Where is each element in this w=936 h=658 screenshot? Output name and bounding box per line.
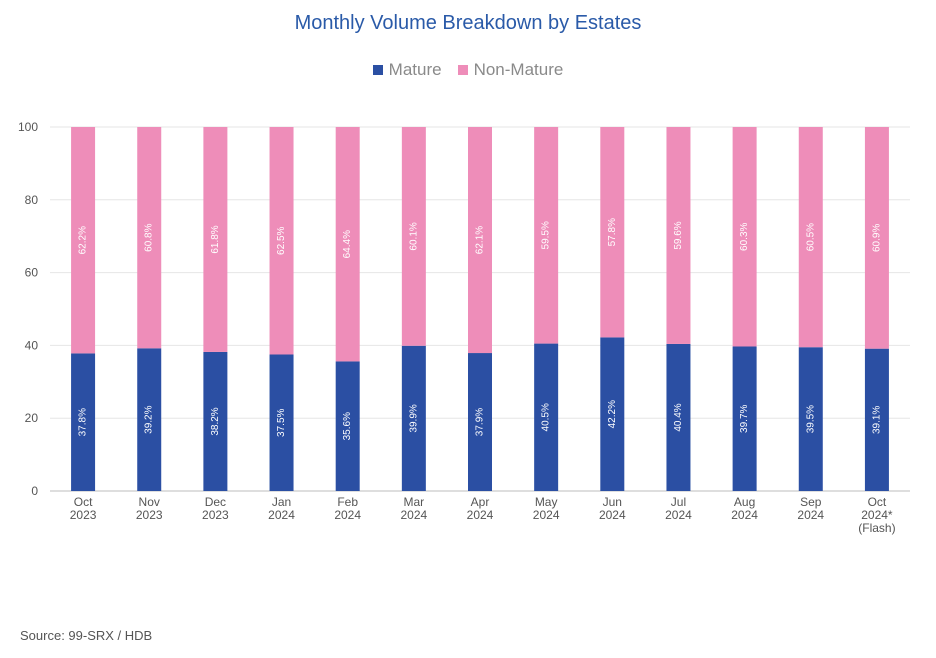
data-label: 39.7% <box>739 404 750 432</box>
bar-mature <box>269 354 294 491</box>
x-tick-label: 2024* <box>861 508 893 522</box>
data-label: 39.1% <box>871 406 882 434</box>
data-label: 60.5% <box>805 223 816 251</box>
data-label: 62.2% <box>78 226 89 254</box>
bar-non-mature <box>203 127 228 352</box>
data-label: 40.4% <box>673 403 684 431</box>
x-tick-label: Apr <box>471 495 490 509</box>
bar-non-mature <box>468 127 492 354</box>
data-label: 39.9% <box>408 404 419 432</box>
bar-non-mature <box>798 127 823 348</box>
data-label: 60.3% <box>739 222 750 250</box>
data-label: 59.5% <box>541 221 552 249</box>
x-tick-label: 2024 <box>599 508 626 522</box>
data-label: 60.8% <box>144 223 155 251</box>
y-tick-label: 60 <box>25 266 39 280</box>
bar-mature <box>71 353 96 491</box>
x-tick-label: 2023 <box>202 508 229 522</box>
bar-non-mature <box>269 127 294 355</box>
x-tick-label: 2024 <box>797 508 824 522</box>
stacked-bar-chart: 02040608010037.8%62.2%Oct202339.2%60.8%N… <box>18 120 910 535</box>
legend-swatch-non-mature <box>457 65 468 75</box>
x-tick-label: 2024 <box>268 508 295 522</box>
bar-non-mature <box>137 127 162 349</box>
x-tick-label: 2024 <box>731 508 758 522</box>
data-label: 62.5% <box>276 226 287 254</box>
x-tick-label: 2024 <box>665 508 692 522</box>
source-note: Source: 99-SRX / HDB <box>20 628 153 643</box>
bar-non-mature <box>71 127 96 354</box>
x-tick-label: Feb <box>337 495 358 509</box>
data-label: 42.2% <box>607 400 618 428</box>
x-tick-label: Jun <box>603 495 622 509</box>
bar-mature <box>335 361 360 491</box>
bar-non-mature <box>864 127 889 349</box>
bar-mature <box>864 348 889 491</box>
x-tick-label: Dec <box>205 495 226 509</box>
y-tick-label: 20 <box>25 411 39 425</box>
bar-mature <box>468 353 492 491</box>
data-label: 61.8% <box>210 225 221 253</box>
y-tick-label: 40 <box>25 338 39 352</box>
bar-mature <box>203 351 228 491</box>
x-tick-label: (Flash) <box>858 521 895 535</box>
x-tick-label: 2024 <box>334 508 361 522</box>
x-tick-label: Sep <box>800 495 822 509</box>
chart-title: Monthly Volume Breakdown by Estates <box>294 12 642 34</box>
data-label: 39.2% <box>144 405 155 433</box>
data-label: 38.2% <box>210 407 221 435</box>
x-tick-label: May <box>535 495 558 509</box>
y-tick-label: 100 <box>18 120 38 134</box>
bar-mature <box>732 346 757 491</box>
bar-non-mature <box>600 127 625 338</box>
bar-mature <box>600 337 625 491</box>
x-tick-label: Nov <box>139 495 160 509</box>
data-label: 35.6% <box>342 412 353 440</box>
bar-mature <box>798 347 823 491</box>
data-label: 60.1% <box>408 222 419 250</box>
bar-non-mature <box>335 127 360 362</box>
x-tick-label: Jan <box>272 495 291 509</box>
data-label: 62.1% <box>475 226 486 254</box>
data-label: 64.4% <box>342 230 353 258</box>
bar-non-mature <box>534 127 559 344</box>
legend-label-mature: Mature <box>388 60 442 79</box>
x-tick-label: Oct <box>74 495 93 509</box>
legend-item-mature: Mature <box>372 60 442 80</box>
y-tick-label: 0 <box>31 484 38 498</box>
bar-non-mature <box>666 127 691 344</box>
x-tick-label: Oct <box>868 495 887 509</box>
legend: Mature Non-Mature <box>0 60 936 80</box>
data-label: 40.5% <box>541 403 552 431</box>
data-label: 59.6% <box>673 221 684 249</box>
bar-mature <box>137 348 162 491</box>
bar-non-mature <box>401 127 426 346</box>
x-tick-label: Jul <box>671 495 686 509</box>
x-tick-label: 2024 <box>467 508 494 522</box>
bar-mature <box>401 345 426 491</box>
bar-non-mature <box>732 127 757 347</box>
legend-item-non-mature: Non-Mature <box>457 60 564 80</box>
data-label: 60.9% <box>871 224 882 252</box>
x-tick-label: Mar <box>404 495 425 509</box>
data-label: 37.9% <box>475 408 486 436</box>
data-label: 57.8% <box>607 218 618 246</box>
legend-swatch-mature <box>372 65 383 75</box>
y-tick-label: 80 <box>25 193 39 207</box>
bar-mature <box>534 343 559 491</box>
bar-mature <box>666 343 691 491</box>
data-label: 37.8% <box>78 408 89 436</box>
data-label: 37.5% <box>276 408 287 436</box>
x-tick-label: 2024 <box>400 508 427 522</box>
data-label: 39.5% <box>805 405 816 433</box>
legend-label-non-mature: Non-Mature <box>473 60 564 79</box>
x-tick-label: 2023 <box>136 508 163 522</box>
x-tick-label: 2024 <box>533 508 560 522</box>
x-tick-label: 2023 <box>70 508 97 522</box>
x-tick-label: Aug <box>734 495 755 509</box>
